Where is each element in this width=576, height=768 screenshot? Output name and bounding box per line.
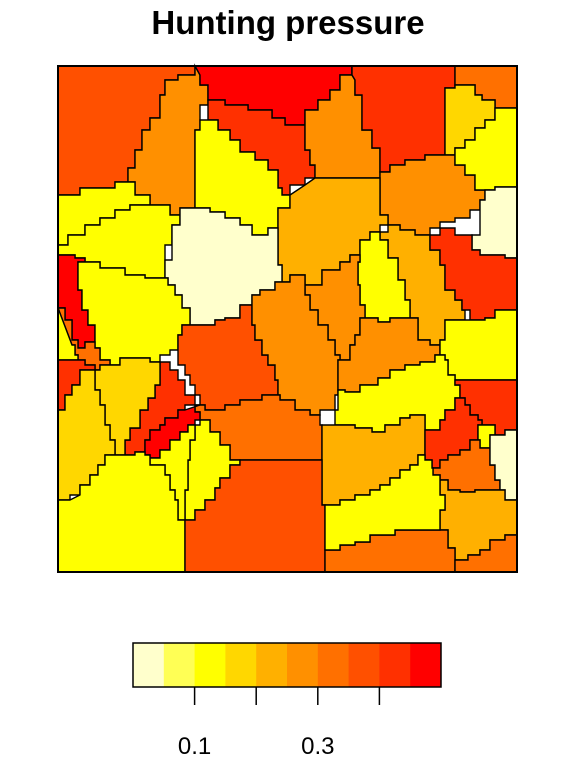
legend-swatch	[410, 643, 442, 687]
map-region	[429, 227, 518, 321]
legend-swatch	[163, 643, 196, 687]
map-region	[57, 451, 186, 573]
legend-frame	[132, 642, 442, 688]
map-region	[77, 261, 191, 366]
legend-swatch	[287, 643, 319, 687]
legend-swatch	[194, 643, 226, 687]
map-region	[439, 309, 518, 381]
legend-swatch	[225, 643, 257, 687]
legend-swatch	[256, 643, 288, 687]
map-title: Hunting pressure	[151, 4, 425, 41]
color-legend: 0.1 0.3	[132, 642, 442, 760]
legend-swatch	[348, 643, 380, 687]
legend-swatch	[317, 643, 350, 687]
map-region	[324, 454, 446, 551]
map-frame	[57, 65, 518, 573]
legend-tick-label: 0.1	[178, 733, 211, 760]
legend-swatch	[379, 643, 411, 687]
legend-swatch	[133, 643, 165, 687]
legend-tick-label: 0.3	[301, 733, 334, 760]
